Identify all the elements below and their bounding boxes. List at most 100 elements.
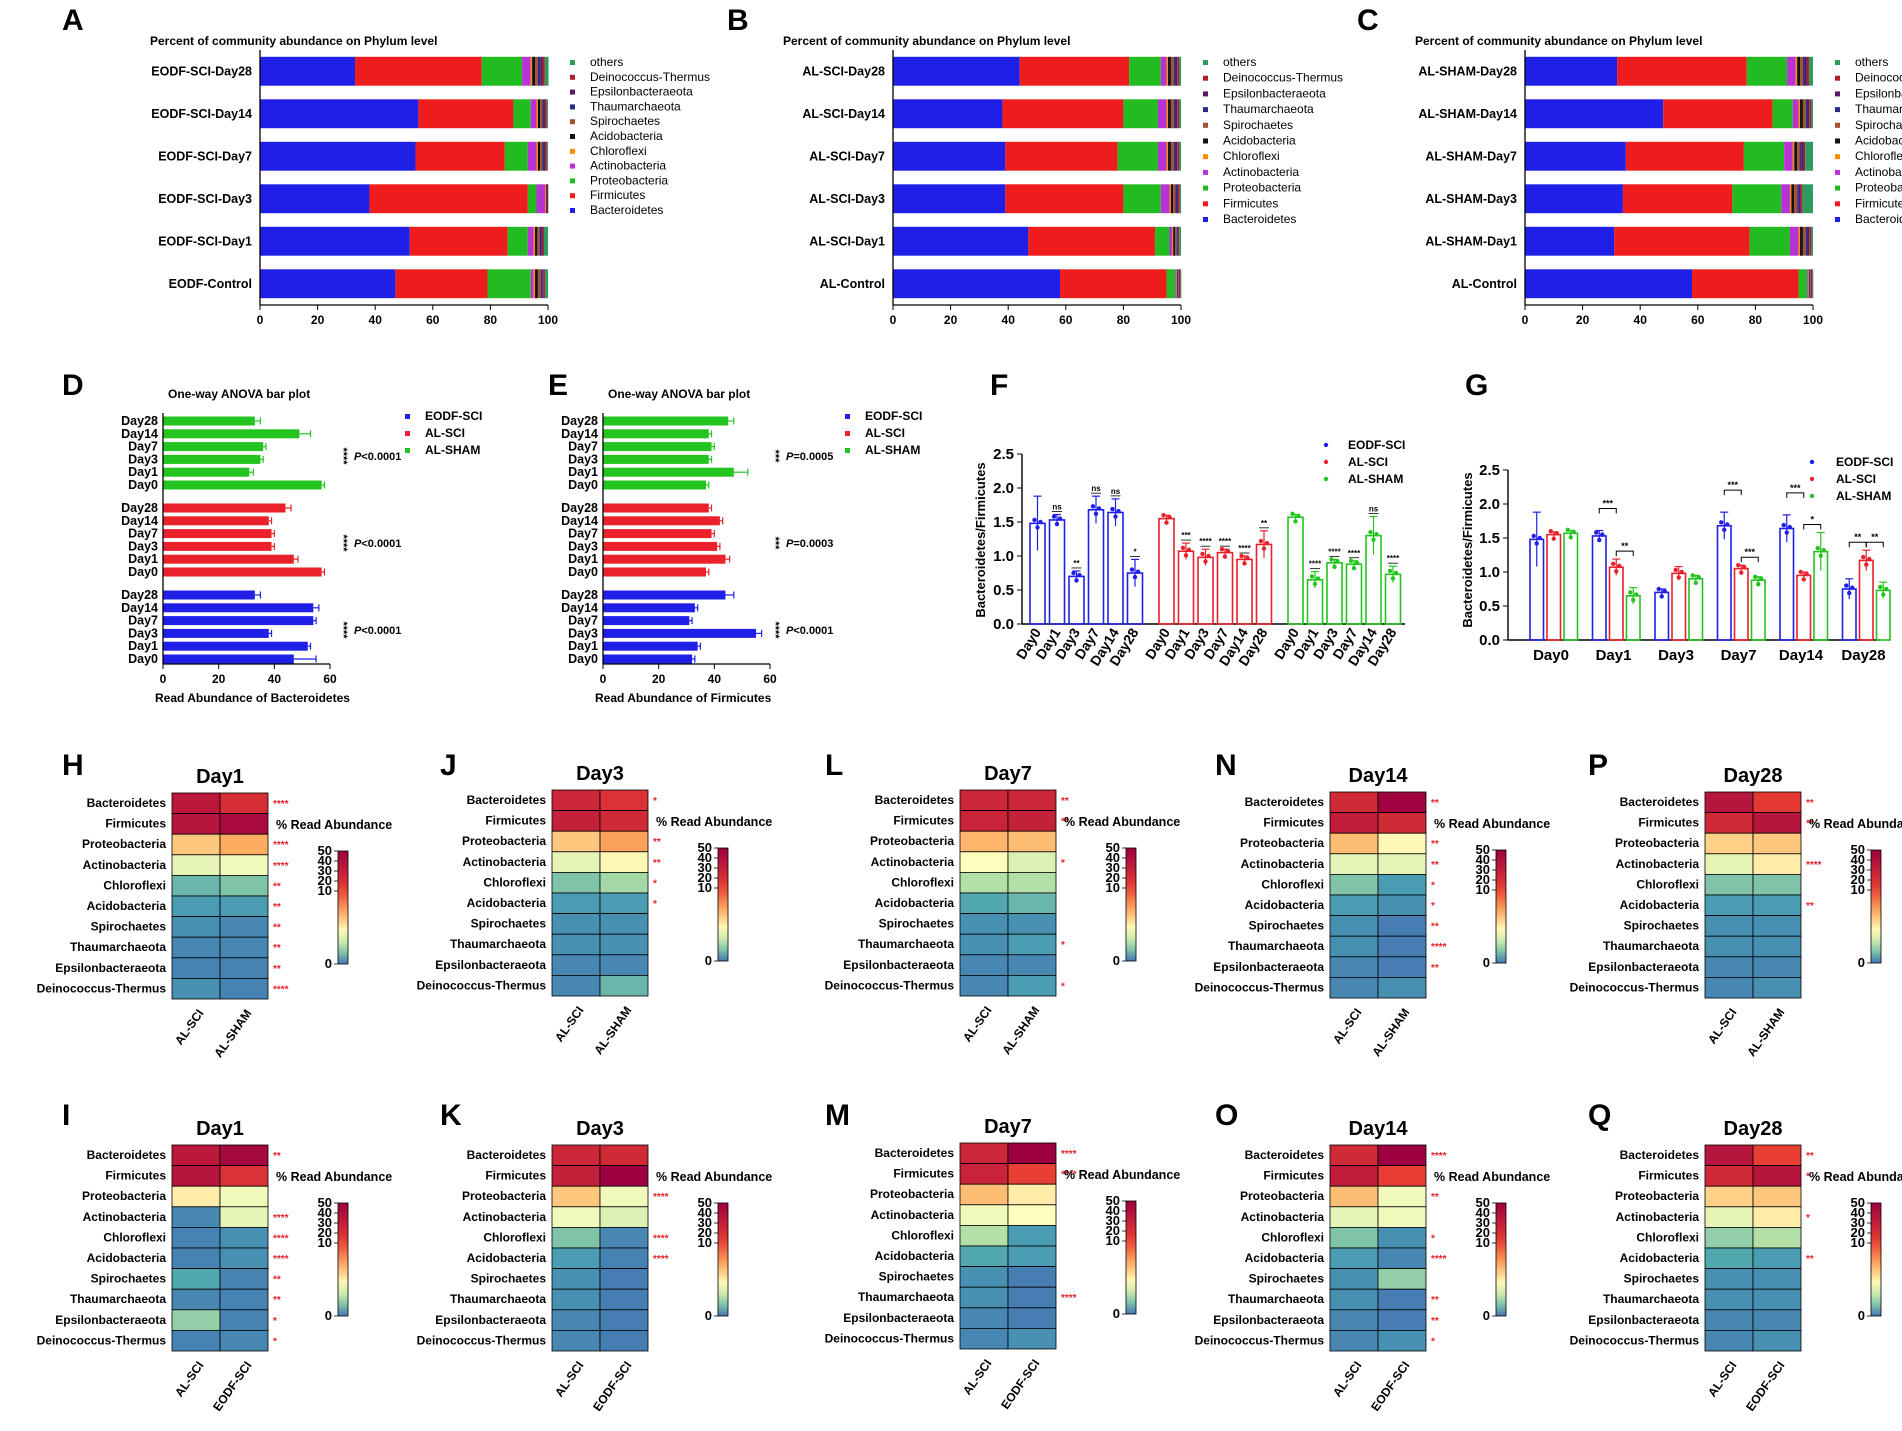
bar-segment — [527, 226, 534, 256]
significance-marker: * — [1061, 858, 1065, 869]
category-label: Day3 — [568, 539, 598, 553]
x-tick-label: 40 — [1002, 313, 1016, 327]
data-point — [1354, 560, 1360, 565]
row-label: Thaumarchaeota — [1228, 939, 1324, 953]
significance-marker: ** — [1061, 817, 1069, 828]
heatmap-cell — [219, 1206, 269, 1228]
heatmap-cell — [959, 789, 1009, 812]
bracket-label: ** — [1871, 532, 1879, 542]
row-label: Chloroflexi — [1261, 1230, 1324, 1244]
bar-segment — [1801, 141, 1804, 171]
heatmap-cell — [1752, 977, 1802, 999]
heatmap-cell — [219, 895, 269, 918]
colorbar-tick-label: 30 — [1476, 1215, 1490, 1230]
bar-segment — [1178, 56, 1181, 86]
category-label: Day7 — [128, 614, 158, 628]
heatmap-title: Day1 — [196, 766, 244, 788]
x-tick-label: 0 — [600, 672, 607, 686]
bar-segment — [1176, 269, 1178, 299]
category-label: Day0 — [128, 652, 158, 666]
row-label: Spirochaetes — [879, 1270, 955, 1284]
bar-segment — [1622, 184, 1733, 214]
row-label: Actinobacteria — [1241, 857, 1325, 871]
significance-marker: * — [1431, 880, 1435, 891]
bar-segment — [1772, 99, 1793, 129]
data-point — [1219, 547, 1225, 552]
row-label: Acidobacteria — [467, 896, 547, 910]
heatmap-cell — [551, 1288, 601, 1311]
heatmap-cell — [959, 913, 1009, 935]
heatmap-cell — [171, 1330, 221, 1352]
row-label: Deinococcus-Thermus — [1195, 980, 1325, 994]
legend-swatch — [405, 431, 410, 436]
bar-segment — [1808, 269, 1810, 299]
bar-segment — [1178, 226, 1180, 256]
legend-label: others — [1223, 55, 1256, 69]
legend-swatch — [570, 119, 575, 125]
bar-segment — [1028, 226, 1156, 256]
data-point — [1725, 522, 1730, 527]
heatmap-cell — [1329, 1309, 1379, 1331]
legend-label: Chloroflexi — [1223, 149, 1280, 163]
data-point — [1113, 514, 1118, 519]
heatmap-cell — [1704, 977, 1754, 999]
data-point — [1242, 561, 1247, 566]
colorbar — [1495, 1202, 1507, 1317]
legend-swatch — [1203, 169, 1208, 175]
bar-segment — [395, 269, 488, 299]
colorbar-tick-label: 20 — [698, 1225, 712, 1240]
significance-marker: * — [653, 796, 657, 807]
bar-segment — [1178, 269, 1180, 299]
significance-marker: ** — [1806, 901, 1814, 912]
x-tick-label: Day14 — [1779, 647, 1824, 664]
data-point — [1784, 530, 1789, 535]
p-value: P=0.0003 — [786, 538, 833, 550]
row-label: Spirochaetes — [471, 1272, 547, 1286]
heatmap-cell — [959, 975, 1009, 997]
bar-segment — [539, 226, 542, 256]
bar-segment — [545, 99, 547, 129]
bar — [1177, 550, 1195, 625]
bar-segment — [260, 184, 370, 214]
bar-segment — [1166, 56, 1169, 86]
heatmap-cell — [1704, 1247, 1754, 1270]
colorbar — [717, 847, 729, 962]
data-point — [1390, 576, 1396, 581]
x-tick-label: 100 — [1171, 313, 1191, 327]
heatmap-cell — [551, 892, 601, 915]
row-label: Chloroflexi — [1636, 877, 1699, 891]
bar-segment — [1663, 99, 1773, 129]
bar-segment — [1175, 184, 1177, 214]
data-point — [1815, 546, 1820, 551]
category-label: AL-SCI-Day28 — [802, 64, 885, 78]
data-point — [1600, 532, 1605, 537]
legend-label: EODF-SCI — [425, 409, 482, 423]
data-point — [1225, 549, 1231, 554]
heatmap-cell — [171, 895, 221, 918]
data-point — [1164, 520, 1169, 525]
bar-segment — [542, 226, 544, 256]
data-point — [1332, 564, 1337, 570]
legend-label: EODF-SCI — [1836, 455, 1893, 469]
heatmap-cell — [1377, 1309, 1427, 1331]
data-point — [1597, 537, 1602, 543]
heatmap-cell — [171, 1165, 221, 1187]
panel-label-G: G — [1465, 369, 1488, 402]
bar-segment — [522, 56, 531, 86]
bar-segment — [1800, 226, 1803, 256]
data-point — [1753, 574, 1758, 579]
bar-segment — [1168, 141, 1171, 171]
bar-segment — [1168, 99, 1171, 129]
data-point — [1736, 563, 1741, 568]
heatmap-cell — [1007, 830, 1057, 853]
bar-segment — [1170, 99, 1174, 129]
category-label: Day14 — [561, 514, 598, 528]
legend-label: Actinobacteria — [1223, 165, 1299, 179]
heatmap-cell — [1377, 1247, 1427, 1270]
bar-segment — [513, 99, 531, 129]
legend-swatch — [570, 208, 575, 213]
row-label: Deinococcus-Thermus — [825, 1331, 955, 1345]
data-point — [1222, 554, 1228, 559]
heatmap-cell — [1704, 935, 1754, 958]
bar — [1796, 574, 1812, 641]
